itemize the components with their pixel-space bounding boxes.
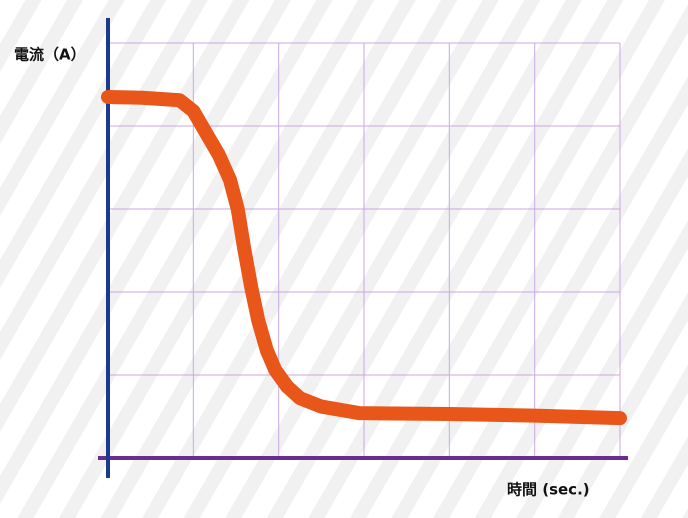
line-series xyxy=(101,89,627,426)
y-axis-label: 電流（A） xyxy=(14,46,86,64)
x-axis-label: 時間 (sec.) xyxy=(507,481,590,499)
